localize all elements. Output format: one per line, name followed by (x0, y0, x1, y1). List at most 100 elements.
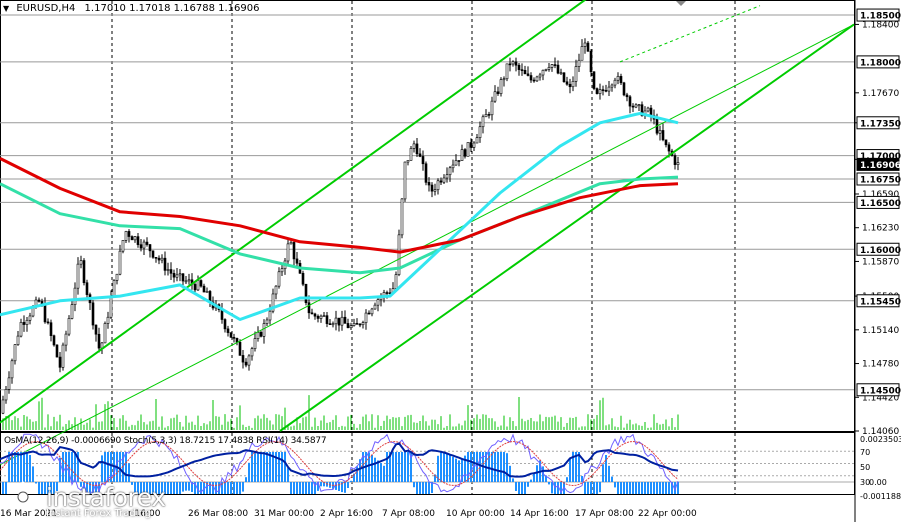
channel-upper-line (0, 0, 587, 424)
osma-bar (470, 452, 472, 482)
osma-bar (137, 482, 139, 494)
osma-bar (620, 482, 622, 494)
candle-body (517, 64, 521, 70)
osma-bar (509, 465, 511, 482)
candle-body (553, 64, 557, 66)
osma-bar (230, 482, 232, 494)
osma-bar (38, 482, 40, 494)
osma-bar (437, 455, 439, 482)
osma-bar (533, 472, 535, 482)
candle-body (460, 149, 464, 161)
osma-bar (302, 482, 304, 494)
osma-bar (614, 482, 616, 488)
candle-body (628, 96, 632, 107)
candle-body (673, 155, 677, 165)
candle-body (124, 231, 128, 241)
osma-bar (245, 477, 247, 482)
osma-bar (311, 482, 313, 494)
indicator-axis-label: 70 (860, 448, 870, 457)
osma-bar (446, 453, 448, 482)
level-price-box (856, 172, 900, 186)
candle-body (133, 236, 137, 241)
osma-bar (401, 452, 403, 482)
osma-bar (185, 482, 187, 491)
osma-bar (155, 482, 157, 494)
osma-bar (206, 482, 208, 494)
osma-bar (320, 482, 322, 487)
osma-bar (347, 482, 349, 488)
candle-body (157, 257, 161, 261)
candle-body (280, 268, 284, 273)
osma-bar (494, 452, 496, 482)
candle-body (115, 273, 119, 281)
candle-body (394, 274, 398, 289)
osma-bar (527, 482, 529, 487)
candle-body (658, 130, 662, 134)
candle-body (265, 319, 269, 324)
osma-bar (449, 455, 451, 482)
candle-body (247, 355, 251, 366)
osma-bar (272, 452, 274, 482)
osma-bar (599, 482, 601, 493)
candle-body (349, 325, 353, 329)
collapse-triangle-icon[interactable]: ▼ (3, 4, 10, 13)
candle-body (166, 269, 170, 271)
osma-bar (29, 455, 31, 482)
time-axis-label: 2 Apr 16:00 (320, 509, 373, 519)
osma-bar (662, 482, 664, 494)
candle-body (304, 283, 308, 304)
candle-body (55, 344, 59, 358)
candle-body (403, 161, 407, 200)
candle-body (295, 258, 299, 264)
osma-bar (158, 482, 160, 494)
osma-bar (209, 482, 211, 494)
osma-bar (50, 482, 52, 494)
candle-body (154, 257, 158, 259)
osma-bar (98, 482, 100, 493)
candle-body (556, 64, 560, 74)
osma-bar (404, 452, 406, 482)
level-price-label: 1.17350 (860, 119, 901, 129)
channel-mid-line (0, 23, 855, 466)
osma-bar (608, 465, 610, 482)
candle-body (256, 332, 260, 339)
candle-body (439, 180, 443, 183)
candle-body (442, 177, 446, 183)
candle-body (127, 231, 131, 237)
candle-body (106, 316, 110, 324)
candle-body (340, 316, 344, 326)
osma-bar (23, 452, 25, 482)
osma-bar (341, 482, 343, 493)
indicator-header: OsMA(12,26,9) -0.0006690 Stoch(5,3,3) 18… (4, 436, 327, 446)
candle-body (232, 337, 236, 339)
price-tick-label: 1.14060 (862, 427, 899, 437)
osma-bar (623, 482, 625, 494)
osma-bar (440, 452, 442, 482)
candle-body (274, 285, 278, 295)
osma-bar (602, 464, 604, 482)
level-price-label: 1.16500 (860, 199, 901, 209)
candle-body (367, 312, 371, 315)
candle-body (343, 316, 347, 324)
osma-bar (281, 452, 283, 482)
osma-bar (455, 458, 457, 482)
osma-bar (77, 452, 79, 482)
candle-body (196, 280, 200, 291)
osma-bar (386, 452, 388, 482)
candle-body (373, 304, 377, 310)
osma-bar (53, 482, 55, 494)
candle-body (415, 143, 419, 155)
candle-body (223, 319, 227, 330)
osma-bar (521, 482, 523, 494)
candle-body (25, 319, 29, 325)
candle-body (598, 89, 602, 94)
candle-body (271, 293, 275, 312)
candle-body (592, 71, 596, 89)
osma-bar (500, 452, 502, 482)
time-axis-label: 7 Apr 08:00 (382, 509, 435, 519)
candle-body (241, 355, 245, 363)
osma-bar (275, 452, 277, 482)
osma-bar (632, 482, 634, 494)
